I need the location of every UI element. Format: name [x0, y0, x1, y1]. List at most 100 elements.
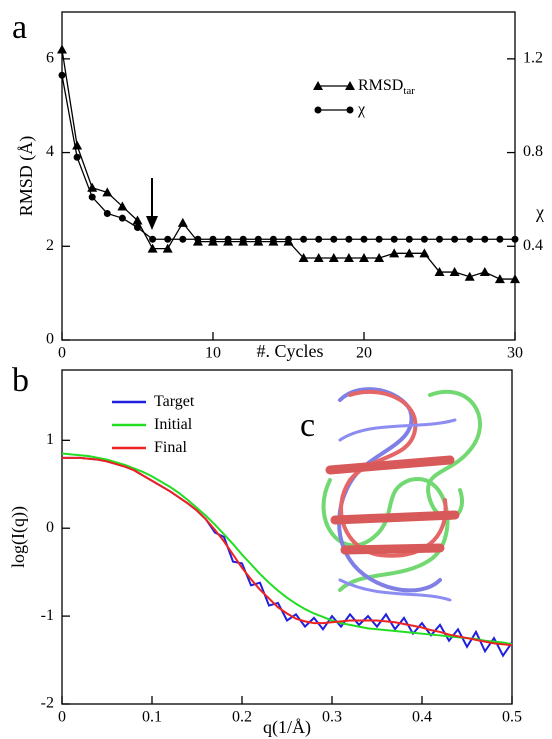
marker	[209, 235, 217, 243]
legend-name: RMSD	[358, 77, 403, 94]
y2-tick-label: 0.4	[523, 237, 543, 254]
arrow	[146, 178, 158, 230]
x-tick-label: 0.5	[502, 709, 522, 726]
x-tick-label: 0.1	[142, 709, 162, 726]
legend-name: Final	[154, 439, 187, 456]
x-axis-label: q(1/Å)	[263, 717, 311, 738]
y2-axis-label: χ	[535, 202, 544, 222]
y-axis-label: RMSD (Å)	[16, 136, 37, 217]
marker	[375, 235, 383, 243]
marker	[177, 217, 188, 227]
marker	[149, 235, 157, 243]
marker	[343, 253, 354, 262]
marker	[449, 267, 460, 277]
marker	[58, 71, 66, 79]
marker	[451, 235, 459, 243]
protein-inset	[321, 387, 482, 602]
x-tick-label: 0.4	[412, 709, 432, 726]
y-tick-label: 6	[46, 50, 54, 67]
legend-label: Final	[154, 439, 187, 456]
marker	[360, 235, 368, 243]
marker	[345, 81, 355, 90]
y-tick-label: 0	[46, 331, 54, 348]
marker	[496, 235, 504, 243]
marker	[464, 271, 475, 281]
marker	[300, 235, 308, 243]
series-line	[61, 75, 515, 240]
marker	[147, 243, 158, 253]
marker	[313, 81, 323, 90]
y-tick-label: -1	[41, 607, 54, 624]
marker	[134, 224, 141, 232]
marker	[434, 267, 445, 277]
legend-subscript: tar	[403, 85, 415, 97]
legend-label: Target	[154, 393, 195, 410]
marker	[314, 106, 322, 114]
marker	[239, 235, 247, 243]
marker	[224, 235, 232, 243]
marker	[285, 235, 292, 243]
marker	[117, 201, 128, 211]
x-tick-label: 0	[58, 709, 66, 726]
y-tick-label: 0	[46, 519, 54, 536]
marker	[254, 235, 262, 243]
marker	[346, 106, 354, 114]
marker	[419, 248, 430, 258]
marker	[390, 235, 398, 243]
marker	[269, 235, 277, 243]
marker	[404, 248, 415, 258]
panel-label: a	[12, 9, 27, 46]
marker	[179, 235, 187, 243]
marker	[436, 235, 443, 243]
marker	[494, 274, 505, 284]
series-line	[62, 456, 513, 658]
x-tick-label: 0	[58, 345, 66, 362]
x-tick-label: 30	[507, 345, 523, 362]
marker	[57, 44, 67, 54]
marker	[405, 235, 413, 243]
series-line	[62, 456, 513, 647]
marker	[164, 235, 172, 243]
marker	[479, 267, 490, 277]
marker	[481, 235, 489, 243]
legend-name: χ	[357, 101, 366, 118]
marker	[511, 235, 519, 243]
x-tick-label: 0.2	[232, 709, 252, 726]
y-tick-label: 1	[46, 431, 54, 448]
x-axis-label: #. Cycles	[257, 341, 324, 361]
marker	[328, 253, 339, 262]
marker	[359, 253, 369, 262]
y-tick-label: -2	[41, 695, 54, 712]
marker	[162, 243, 173, 253]
panel-label: b	[12, 362, 29, 399]
inset-label: c	[300, 407, 315, 444]
marker	[88, 193, 96, 201]
plot-frame	[61, 369, 513, 705]
marker	[73, 153, 81, 161]
plot-frame	[61, 11, 516, 341]
marker	[389, 248, 400, 258]
y-tick-label: 2	[46, 237, 54, 254]
x-tick-label: 0.3	[322, 709, 342, 726]
marker	[374, 253, 385, 262]
y-axis-label: log(I(q))	[8, 506, 29, 568]
y2-tick-label: 1.2	[523, 50, 543, 67]
legend-name: Target	[154, 393, 195, 410]
marker	[194, 235, 202, 243]
marker	[118, 214, 126, 222]
marker	[466, 235, 474, 243]
marker	[72, 140, 83, 150]
y2-tick-label: 0.8	[523, 143, 543, 160]
legend-label: RMSDtar	[358, 77, 415, 97]
marker	[298, 253, 309, 262]
legend-name: Initial	[154, 416, 193, 433]
y-tick-label: 4	[46, 143, 54, 160]
legend-label: Initial	[154, 416, 193, 433]
marker	[313, 253, 324, 262]
x-tick-label: 10	[205, 345, 221, 362]
marker	[132, 215, 143, 225]
marker	[345, 235, 353, 243]
marker	[103, 209, 111, 217]
x-tick-label: 20	[356, 345, 372, 362]
